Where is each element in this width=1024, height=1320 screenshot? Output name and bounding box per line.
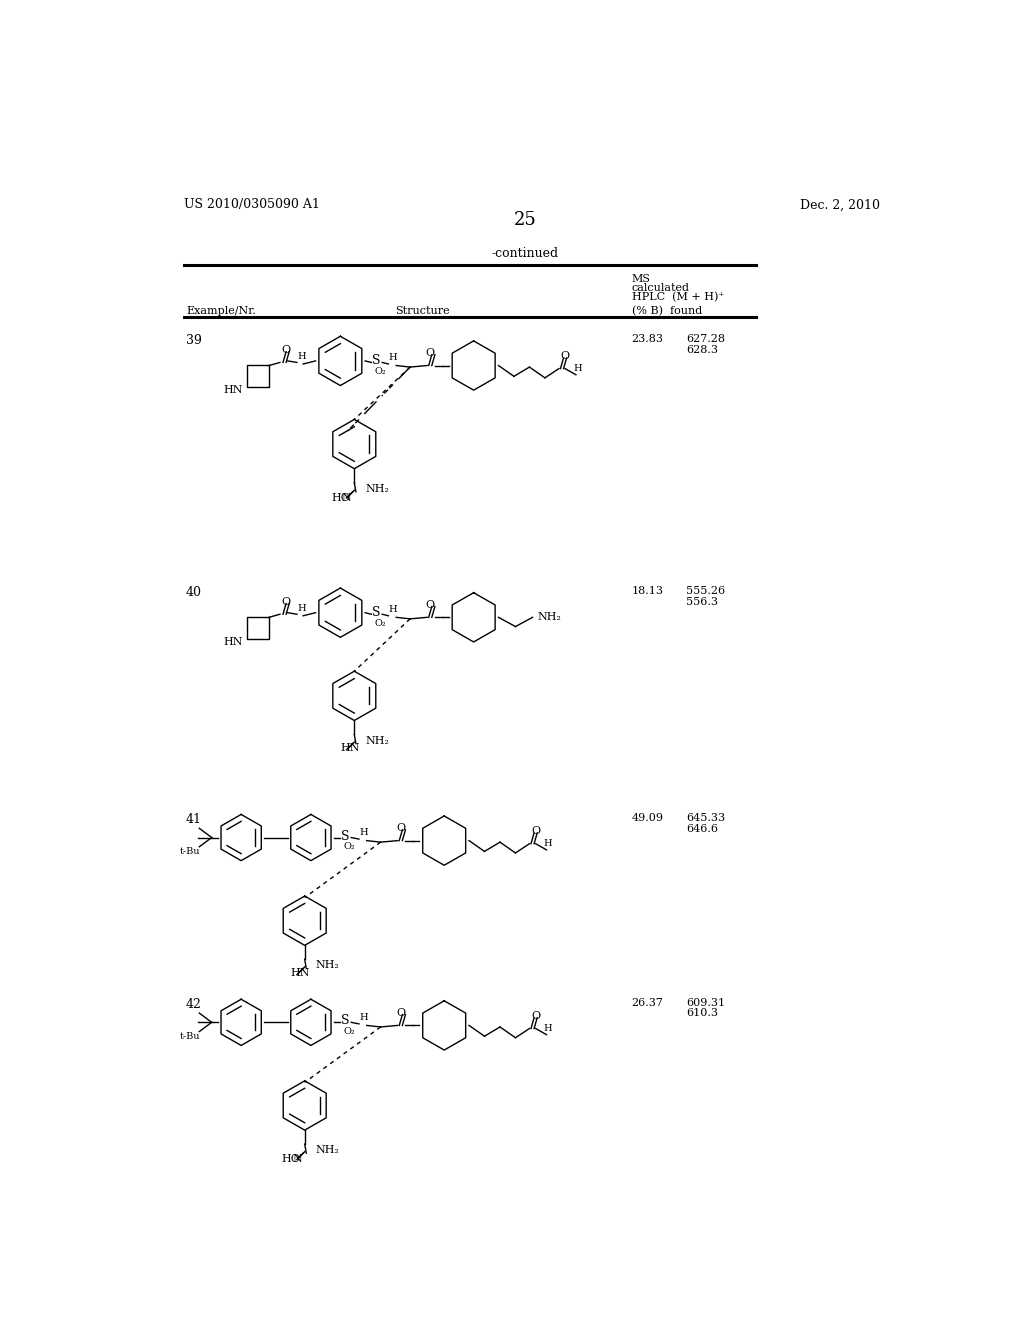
Text: HO: HO bbox=[331, 492, 350, 503]
Text: 555.26: 555.26 bbox=[686, 586, 725, 595]
Text: H: H bbox=[359, 829, 368, 837]
Text: O₂: O₂ bbox=[375, 619, 386, 628]
Text: S: S bbox=[372, 354, 380, 367]
Text: O₂: O₂ bbox=[344, 1027, 355, 1036]
Text: -continued: -continued bbox=[492, 247, 558, 260]
Text: 39: 39 bbox=[186, 334, 202, 347]
Text: O: O bbox=[531, 826, 541, 837]
Text: N: N bbox=[292, 1155, 302, 1164]
Text: 41: 41 bbox=[186, 813, 202, 826]
Text: H: H bbox=[297, 603, 306, 612]
Text: HPLC  (M + H)⁺: HPLC (M + H)⁺ bbox=[632, 293, 724, 302]
Text: H: H bbox=[544, 1024, 552, 1034]
Text: O₂: O₂ bbox=[375, 367, 386, 376]
Text: HN: HN bbox=[223, 638, 243, 647]
Text: S: S bbox=[372, 606, 380, 619]
Text: O: O bbox=[396, 1008, 406, 1018]
Text: t-Bu: t-Bu bbox=[179, 1032, 201, 1040]
Text: 628.3: 628.3 bbox=[686, 345, 718, 355]
Text: NH₂: NH₂ bbox=[366, 483, 389, 494]
Text: US 2010/0305090 A1: US 2010/0305090 A1 bbox=[183, 198, 319, 211]
Text: H: H bbox=[359, 1014, 368, 1022]
Text: O: O bbox=[282, 345, 291, 355]
Text: NH₂: NH₂ bbox=[315, 1146, 339, 1155]
Text: 40: 40 bbox=[186, 586, 202, 599]
Text: H: H bbox=[297, 352, 306, 360]
Text: NH₂: NH₂ bbox=[366, 735, 389, 746]
Text: O: O bbox=[426, 601, 435, 610]
Text: 18.13: 18.13 bbox=[632, 586, 664, 595]
Text: HN: HN bbox=[291, 968, 310, 978]
Text: 42: 42 bbox=[186, 998, 202, 1011]
Text: 645.33: 645.33 bbox=[686, 813, 725, 822]
Text: calculated: calculated bbox=[632, 284, 690, 293]
Text: NH₂: NH₂ bbox=[538, 612, 561, 622]
Text: Structure: Structure bbox=[395, 306, 450, 317]
Text: H: H bbox=[389, 354, 397, 362]
Text: O: O bbox=[426, 348, 435, 358]
Text: 610.3: 610.3 bbox=[686, 1008, 718, 1019]
Text: O: O bbox=[560, 351, 569, 362]
Text: H: H bbox=[544, 840, 552, 849]
Text: MS: MS bbox=[632, 275, 650, 284]
Text: 23.83: 23.83 bbox=[632, 334, 664, 345]
Text: 609.31: 609.31 bbox=[686, 998, 725, 1007]
Text: O: O bbox=[396, 824, 406, 833]
Text: NH₂: NH₂ bbox=[315, 961, 339, 970]
Text: 627.28: 627.28 bbox=[686, 334, 725, 345]
Text: 25: 25 bbox=[513, 211, 537, 228]
Text: 49.09: 49.09 bbox=[632, 813, 664, 822]
Text: S: S bbox=[341, 1014, 349, 1027]
Text: 26.37: 26.37 bbox=[632, 998, 664, 1007]
Text: (% B)  found: (% B) found bbox=[632, 306, 702, 317]
Text: 556.3: 556.3 bbox=[686, 597, 718, 606]
Text: HN: HN bbox=[340, 743, 359, 754]
Text: t-Bu: t-Bu bbox=[179, 847, 201, 855]
Text: H: H bbox=[389, 605, 397, 614]
Text: Dec. 2, 2010: Dec. 2, 2010 bbox=[800, 198, 880, 211]
Text: N: N bbox=[342, 492, 351, 503]
Text: 646.6: 646.6 bbox=[686, 824, 718, 834]
Text: O: O bbox=[282, 597, 291, 607]
Text: H: H bbox=[573, 364, 582, 374]
Text: O₂: O₂ bbox=[344, 842, 355, 851]
Text: HN: HN bbox=[223, 385, 243, 395]
Text: O: O bbox=[531, 1011, 541, 1022]
Text: S: S bbox=[341, 829, 349, 842]
Text: HO: HO bbox=[282, 1155, 300, 1164]
Text: Example/Nr.: Example/Nr. bbox=[186, 306, 256, 317]
